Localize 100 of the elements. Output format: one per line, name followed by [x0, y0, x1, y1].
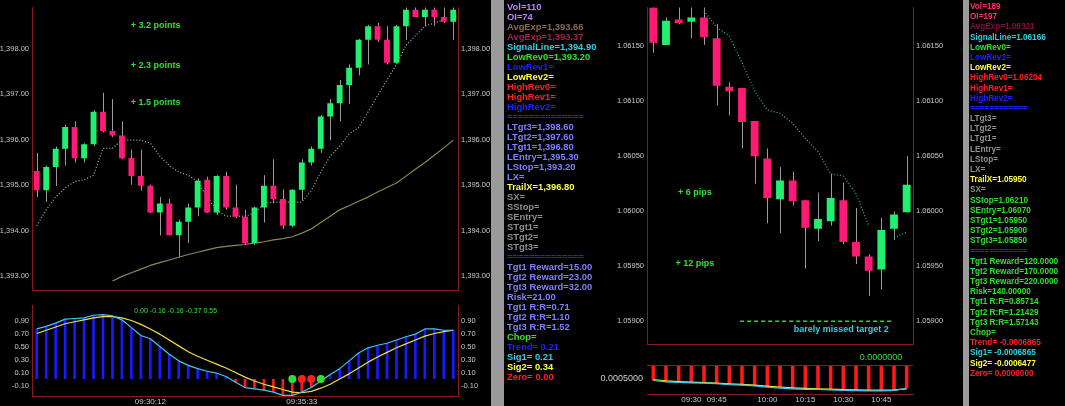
candlestick — [776, 166, 784, 234]
candlestick — [788, 171, 797, 207]
annotation: + 2.3 points — [130, 60, 181, 70]
text: SStop= — [507, 201, 541, 212]
text: LEntry=1,395.30 — [507, 151, 580, 162]
candlestick — [725, 81, 734, 116]
text: LTgt2= — [970, 124, 998, 135]
candlestick — [185, 202, 192, 244]
text: ============== — [507, 251, 585, 262]
candlestick — [700, 7, 708, 46]
candlestick — [175, 218, 182, 258]
text: Tgt1 R:R=0.85714 — [970, 297, 1040, 308]
x-tick-label: 10:00 — [757, 395, 778, 404]
text: Trend= -0.0006865 — [970, 338, 1042, 348]
text: AvgExp=1,393.66 — [507, 21, 585, 32]
text: STgt2=1.05900 — [970, 226, 1029, 237]
text: LTgt3= — [970, 114, 998, 125]
text: Sig2= -0.0006477 — [970, 358, 1037, 369]
x-tick-label: 09:45 — [706, 395, 728, 404]
text: Tgt1 R:R=0.71 — [507, 301, 571, 312]
text: STgt2= — [507, 231, 540, 242]
text: LX= — [970, 165, 987, 175]
text: SignalLine=1,394.90 — [507, 41, 597, 52]
text: LowRev0= — [970, 42, 1012, 53]
candlestick — [270, 158, 277, 204]
candlestick — [119, 120, 125, 160]
text: Tgt2 R:R=1.21429 — [970, 307, 1040, 318]
text: HighRev0= — [507, 81, 557, 92]
text: LowRev1= — [970, 52, 1012, 64]
x-tick-label: 10:45 — [871, 395, 892, 404]
candlestick — [336, 79, 343, 122]
text: Tgt2 R:R=1.10 — [507, 311, 571, 322]
bar — [44, 326, 48, 380]
text: ============ — [970, 246, 1029, 257]
candlestick — [308, 145, 315, 167]
annotation: + 1.5 points — [130, 97, 181, 108]
text: LowRev1= — [507, 61, 554, 72]
candlestick — [327, 98, 334, 141]
bar — [92, 315, 95, 380]
bar — [35, 328, 39, 380]
candlestick — [890, 210, 898, 241]
text: HighRev2= — [970, 93, 1014, 104]
text: ============ — [970, 103, 1029, 115]
candlestick — [109, 98, 116, 138]
text: TrailX=1.05950 — [970, 175, 1028, 186]
ref-line-label: barely missed target 2 — [793, 323, 889, 334]
text: STgt3= — [507, 241, 540, 252]
text: Sig2= 0.34 — [507, 361, 555, 372]
candlestick — [687, 7, 696, 39]
text: Chop= — [507, 331, 538, 342]
text: Trend= 0.21 — [507, 341, 560, 352]
bar — [54, 323, 57, 380]
text: Tgt3 Reward=32.00 — [507, 281, 593, 292]
candlestick — [62, 124, 69, 167]
annotation: + 12 pips — [675, 258, 715, 269]
candlestick — [826, 173, 835, 227]
text: Tgt3 Reward=220.0000 — [970, 277, 1060, 287]
text: Chop= — [970, 328, 997, 338]
text: LowRev2= — [970, 63, 1012, 73]
text: SX= — [970, 185, 987, 196]
candlestick — [261, 174, 267, 224]
text: LTgt1= — [970, 134, 998, 145]
candlestick — [421, 7, 428, 27]
bar — [111, 315, 114, 380]
bar — [186, 365, 190, 380]
bar — [433, 328, 436, 380]
bar — [158, 346, 162, 380]
bar — [395, 340, 398, 380]
bar — [130, 327, 133, 380]
x-tick-label: 09:30:12 — [134, 397, 167, 406]
bar — [414, 334, 417, 380]
text: AvgExp=1.06321 — [970, 22, 1036, 33]
text: OI=197 — [970, 12, 999, 23]
text: Tgt3 R:R=1.57143 — [970, 317, 1040, 328]
candlestick — [137, 149, 144, 192]
text: Sig1= -0.0006865 — [970, 348, 1037, 359]
candlestick — [450, 7, 457, 41]
text: Zero= 0.00 — [507, 371, 555, 382]
text: Vol=189 — [970, 2, 1002, 13]
candlestick — [156, 196, 163, 236]
text: LTgt3=1,398.60 — [507, 121, 575, 132]
x-tick-label: 10:15 — [795, 395, 816, 404]
text: Vol=110 — [507, 1, 543, 12]
text: SEntry= — [507, 211, 544, 222]
text: Tgt2 Reward=23.00 — [507, 271, 593, 282]
text: HighRev2= — [507, 101, 557, 112]
text: Risk=140.00000 — [970, 287, 1032, 298]
candlestick — [33, 152, 40, 198]
text: Sig1= 0.21 — [507, 351, 555, 362]
candlestick — [52, 145, 59, 187]
candlestick — [384, 25, 390, 65]
text: 0.0000000 — [859, 352, 903, 363]
bar — [149, 338, 152, 380]
text: LowRev0=1,393.20 — [507, 51, 591, 62]
text: LEntry= — [970, 144, 1002, 155]
candlestick — [81, 142, 87, 163]
text: TrailX=1,396.80 — [507, 181, 576, 192]
text: STgt1= — [507, 221, 539, 232]
bar — [167, 354, 171, 380]
annotation: + 6 pips — [678, 187, 712, 198]
